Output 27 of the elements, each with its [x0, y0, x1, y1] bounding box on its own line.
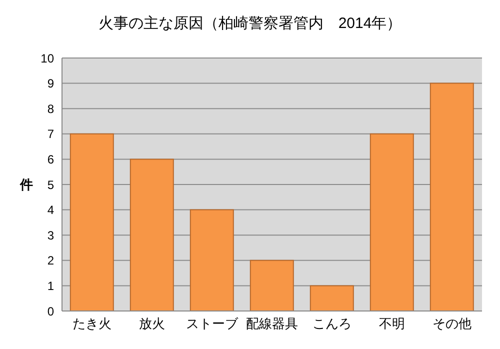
y-tick-label: 4 — [47, 203, 54, 218]
y-tick-label: 0 — [47, 304, 54, 318]
bar — [70, 133, 114, 311]
x-tick-label: ストーブ — [186, 316, 239, 332]
bar — [370, 133, 414, 311]
bar — [310, 285, 354, 311]
y-tick-label: 7 — [47, 127, 54, 142]
x-tick-label: こんろ — [312, 316, 352, 332]
bar — [130, 158, 174, 311]
y-tick-label: 3 — [47, 228, 54, 242]
x-tick-label: たき火 — [72, 316, 112, 332]
chart-title: 火事の主な原因（柏崎警察署管内 2014年） — [97, 14, 403, 33]
bar — [190, 209, 234, 311]
y-tick-label: 5 — [47, 178, 54, 192]
y-tick-label: 2 — [47, 254, 54, 268]
y-tick-label: 6 — [47, 152, 54, 166]
bar — [430, 82, 474, 311]
x-tick-label: その他 — [432, 316, 472, 332]
y-tick-label: 9 — [47, 76, 54, 91]
x-tick-label: 配線器具 — [246, 316, 298, 332]
bar — [250, 260, 294, 311]
y-tick-label: 8 — [47, 102, 54, 116]
y-axis-title: 件 — [19, 177, 33, 192]
y-tick-label: 1 — [47, 278, 54, 293]
x-tick-label: 不明 — [379, 316, 405, 332]
y-tick-label: 10 — [40, 51, 54, 66]
x-tick-label: 放火 — [139, 316, 165, 332]
